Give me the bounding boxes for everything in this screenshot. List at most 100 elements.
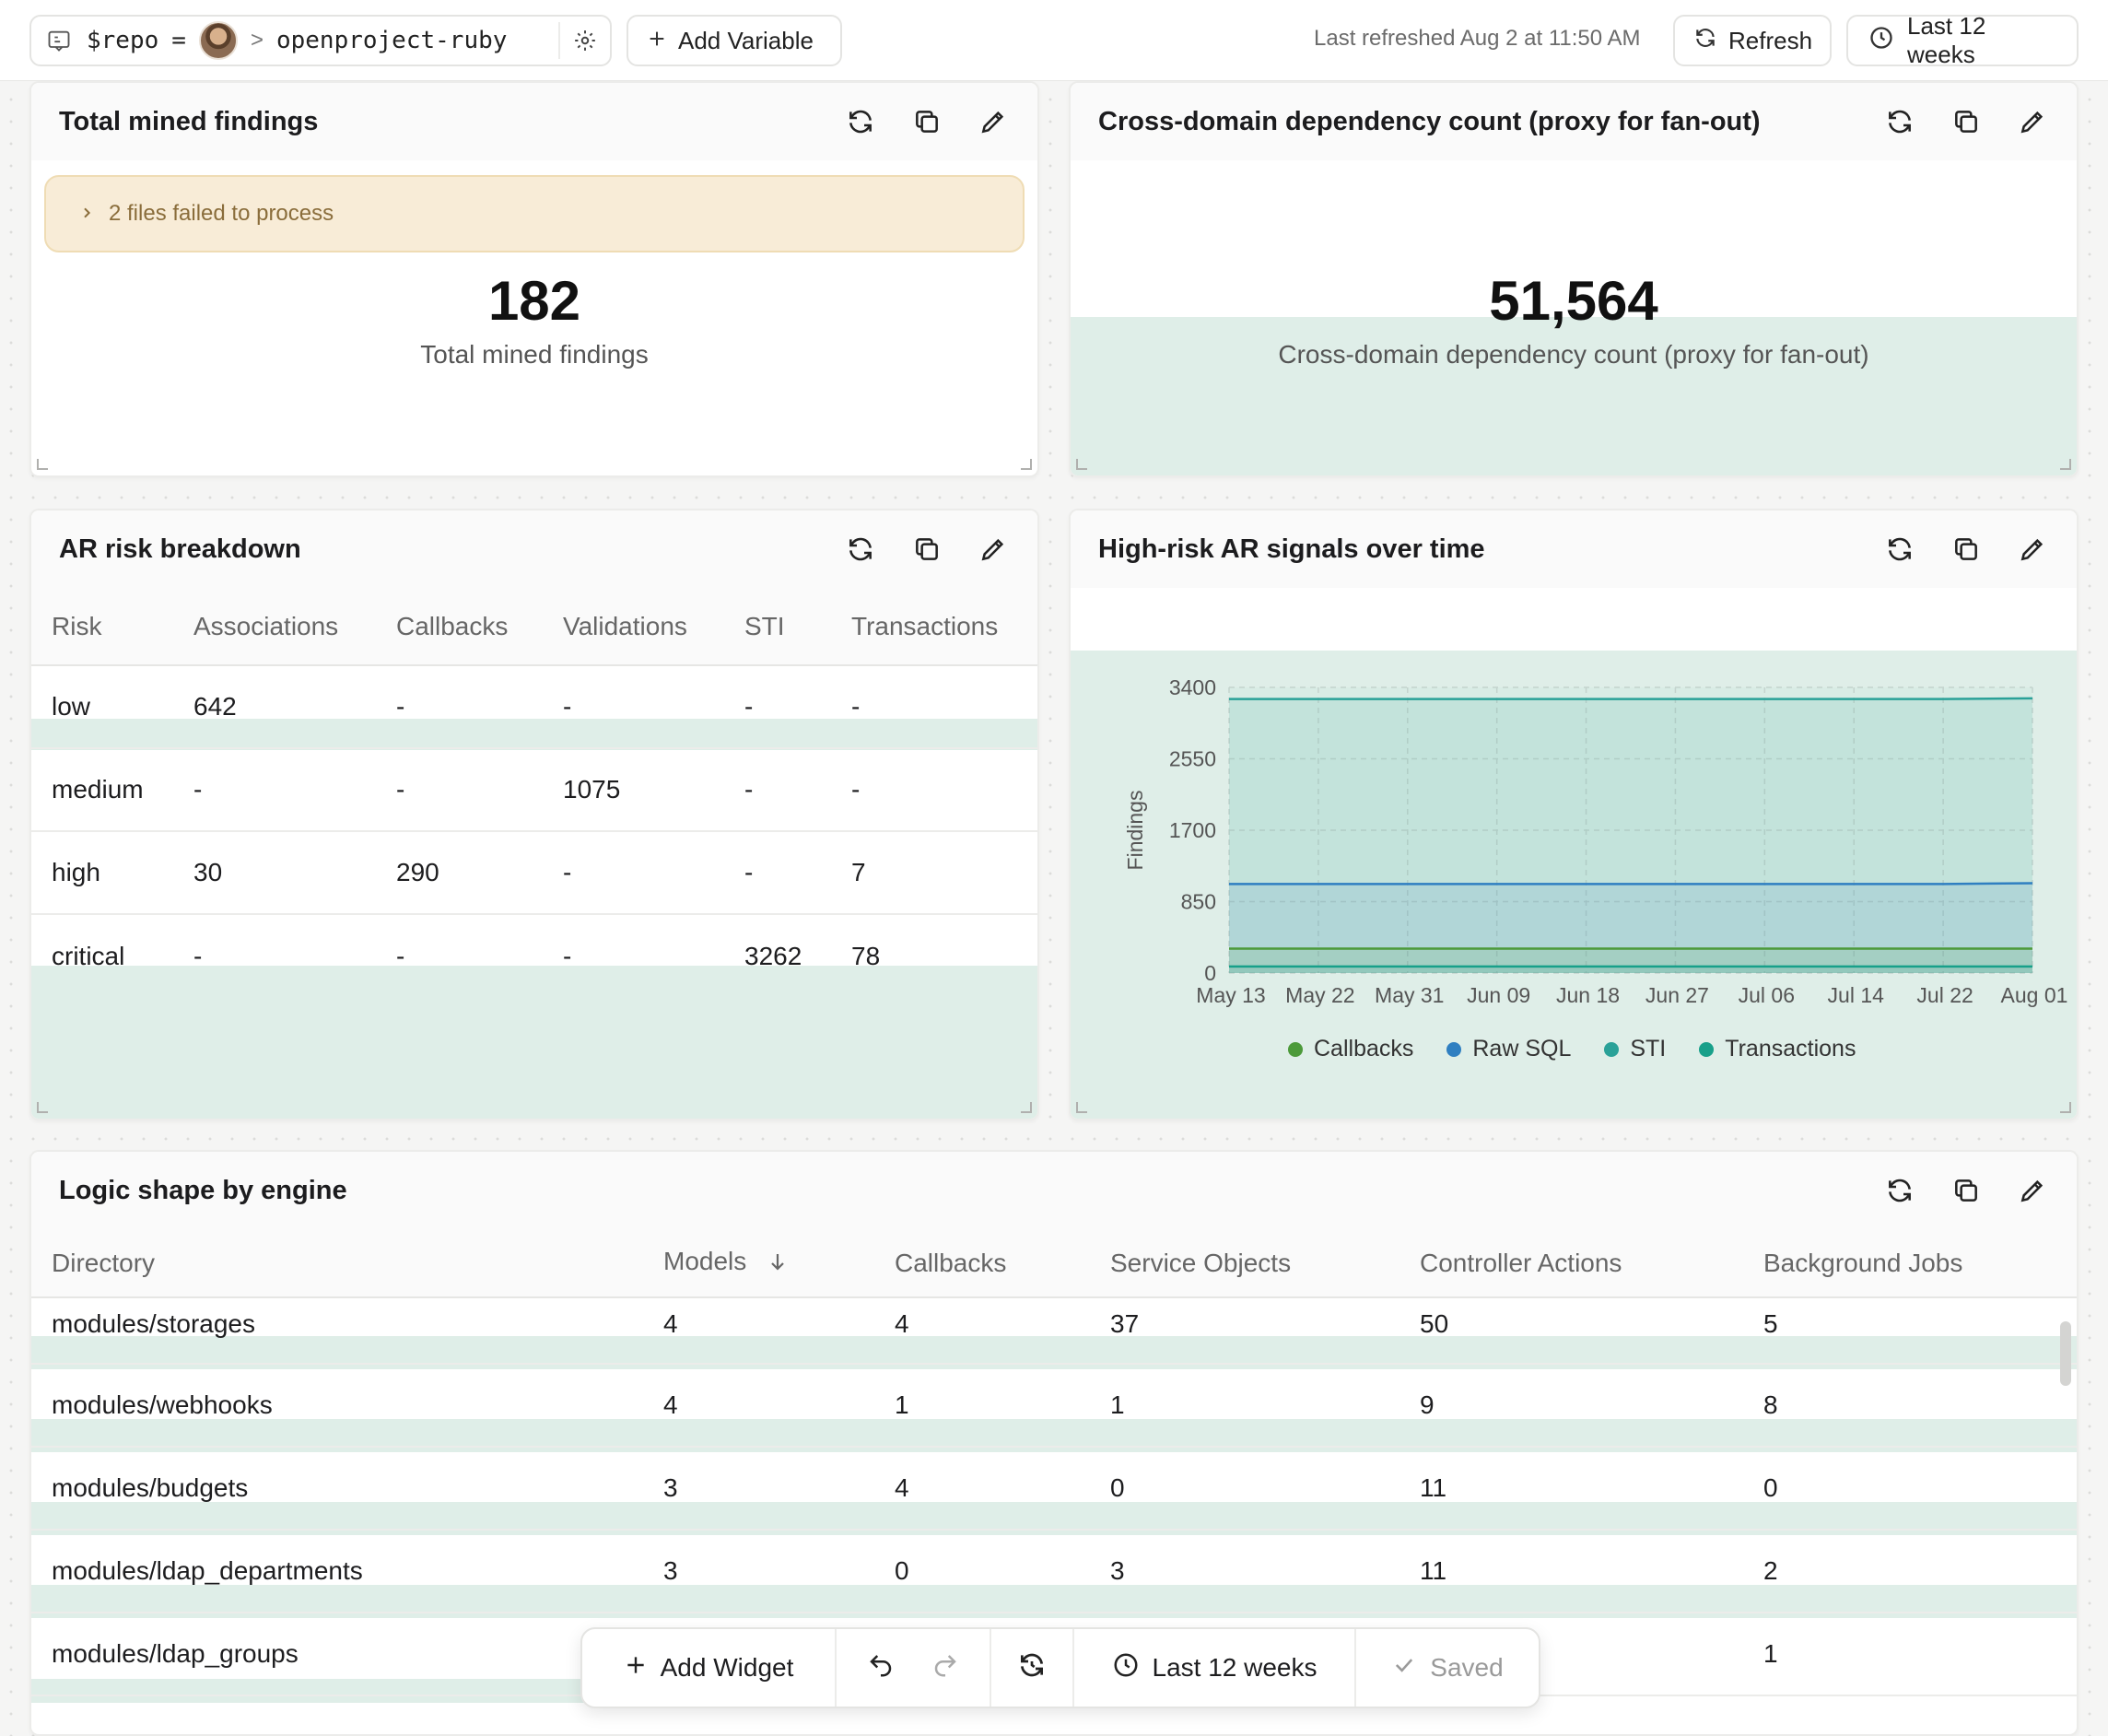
- x-tick-label: Jun 09: [1467, 983, 1530, 1007]
- refresh-icon[interactable]: [844, 533, 877, 566]
- variable-icon: [44, 26, 74, 55]
- edit-icon[interactable]: [977, 105, 1010, 138]
- refresh-button[interactable]: Refresh: [1673, 15, 1832, 66]
- redo-icon[interactable]: [931, 1651, 959, 1685]
- table-cell: 1: [1090, 1364, 1399, 1448]
- column-header[interactable]: Directory: [31, 1229, 643, 1298]
- x-tick-label: Jun 27: [1645, 983, 1709, 1007]
- table-cell: 9: [1399, 1364, 1743, 1448]
- resize-handle[interactable]: [37, 459, 48, 470]
- sort-down-icon: [767, 1249, 789, 1278]
- legend-item[interactable]: STI: [1604, 1036, 1666, 1062]
- table-cell: 3: [1090, 1530, 1399, 1613]
- x-tick-label: May 13: [1196, 983, 1265, 1007]
- legend-item[interactable]: Callbacks: [1288, 1036, 1413, 1062]
- refresh-icon[interactable]: [844, 105, 877, 138]
- table-cell: -: [376, 665, 543, 749]
- legend-item[interactable]: Transactions: [1699, 1036, 1856, 1062]
- y-tick-label: 0: [1204, 961, 1216, 985]
- column-header[interactable]: Background Jobs: [1743, 1229, 2077, 1298]
- metric-value: 51,564: [1489, 270, 1658, 332]
- table-cell: 8: [1743, 1364, 2077, 1448]
- table-cell: -: [193, 941, 203, 970]
- widget-high-risk-ar-signals: High-risk AR signals over time 3400 2550 1…: [1069, 509, 2079, 1120]
- table-header-row: Directory Models Callbacks Service Objec…: [31, 1229, 2077, 1298]
- resize-handle[interactable]: [37, 1102, 48, 1113]
- column-header[interactable]: STI: [724, 588, 831, 666]
- time-range-label: Last 12 weeks: [1907, 12, 1986, 68]
- duplicate-icon[interactable]: [910, 533, 943, 566]
- refresh-icon[interactable]: [1883, 1174, 1916, 1207]
- add-variable-label: Add Variable: [678, 26, 814, 54]
- column-header[interactable]: Callbacks: [874, 1229, 1090, 1298]
- table-cell: modules/budgets: [31, 1447, 643, 1531]
- undo-icon[interactable]: [867, 1651, 895, 1685]
- widget-header: AR risk breakdown: [31, 510, 1037, 588]
- table-row: modules/storages 4 4 37 50 5: [31, 1297, 2077, 1365]
- refresh-icon[interactable]: [1883, 105, 1916, 138]
- table-cell: medium: [31, 748, 173, 832]
- legend-label: Transactions: [1725, 1036, 1856, 1062]
- table-cell: -: [396, 941, 405, 970]
- table-cell: low: [31, 665, 173, 749]
- table-cell: 4: [874, 1447, 1090, 1531]
- table-cell: modules/webhooks: [31, 1364, 643, 1448]
- column-header-sorted[interactable]: Models: [643, 1229, 874, 1298]
- chart-legend: Callbacks Raw SQL STI Transactions: [1288, 1036, 1856, 1062]
- edit-icon[interactable]: [977, 533, 1010, 566]
- time-range-button[interactable]: Last 12 weeks: [1074, 1629, 1356, 1707]
- auto-refresh-button[interactable]: [991, 1629, 1074, 1707]
- variable-value: openproject-ruby: [275, 27, 508, 54]
- add-variable-button[interactable]: Add Variable: [627, 15, 842, 66]
- duplicate-icon[interactable]: [1950, 105, 1983, 138]
- time-range-button[interactable]: Last 12 weeks: [1846, 12, 2079, 68]
- table-cell: 4: [643, 1297, 874, 1365]
- duplicate-icon[interactable]: [910, 105, 943, 138]
- duplicate-icon[interactable]: [1950, 1174, 1983, 1207]
- edit-icon[interactable]: [2016, 105, 2049, 138]
- history-controls: [837, 1629, 991, 1707]
- check-icon: [1391, 1652, 1417, 1684]
- saved-label: Saved: [1430, 1653, 1504, 1682]
- column-header[interactable]: Associations: [173, 588, 376, 666]
- panel-tint: [1071, 317, 2077, 475]
- avatar: [198, 21, 238, 60]
- x-tick-label: Jun 18: [1556, 983, 1620, 1007]
- add-widget-button[interactable]: Add Widget: [582, 1629, 837, 1707]
- legend-item[interactable]: Raw SQL: [1446, 1036, 1571, 1062]
- processing-warning[interactable]: 2 files failed to process: [44, 175, 1025, 252]
- warning-text: 2 files failed to process: [109, 201, 334, 226]
- table-row: modules/budgets 3 4 0 11 0: [31, 1447, 2077, 1531]
- column-header[interactable]: Service Objects: [1090, 1229, 1399, 1298]
- column-header[interactable]: Transactions: [831, 588, 1037, 666]
- plus-icon: [647, 27, 667, 55]
- column-header[interactable]: Controller Actions: [1399, 1229, 1743, 1298]
- duplicate-icon[interactable]: [1950, 533, 1983, 566]
- table-row: critical - - - 3262 78: [31, 914, 1037, 997]
- table-cell: critical: [52, 941, 125, 970]
- resize-handle[interactable]: [2060, 1102, 2071, 1113]
- edit-icon[interactable]: [2016, 533, 2049, 566]
- metric-value: 182: [487, 270, 581, 332]
- column-header[interactable]: Validations: [543, 588, 724, 666]
- table-cell: 78: [851, 941, 881, 970]
- column-header[interactable]: Risk: [31, 588, 173, 666]
- refresh-icon[interactable]: [1883, 533, 1916, 566]
- resize-handle[interactable]: [1021, 459, 1032, 470]
- scrollbar-thumb[interactable]: [2060, 1321, 2071, 1386]
- x-tick-label: May 31: [1375, 983, 1444, 1007]
- resize-handle[interactable]: [1076, 459, 1087, 470]
- x-tick-label: Jul 06: [1739, 983, 1795, 1007]
- edit-icon[interactable]: [2016, 1174, 2049, 1207]
- chevron-right-icon: [79, 201, 94, 227]
- resize-handle[interactable]: [1076, 1102, 1087, 1113]
- column-header[interactable]: Callbacks: [376, 588, 543, 666]
- widget-header: Total mined findings: [31, 83, 1037, 160]
- table-cell: modules/storages: [31, 1297, 643, 1365]
- widget-actions: [1883, 105, 2049, 138]
- gear-icon[interactable]: [558, 22, 597, 59]
- resize-handle[interactable]: [2060, 459, 2071, 470]
- y-tick-label: 1700: [1169, 818, 1216, 842]
- resize-handle[interactable]: [1021, 1102, 1032, 1113]
- repo-variable-pill[interactable]: $repo = > openproject-ruby: [29, 15, 612, 66]
